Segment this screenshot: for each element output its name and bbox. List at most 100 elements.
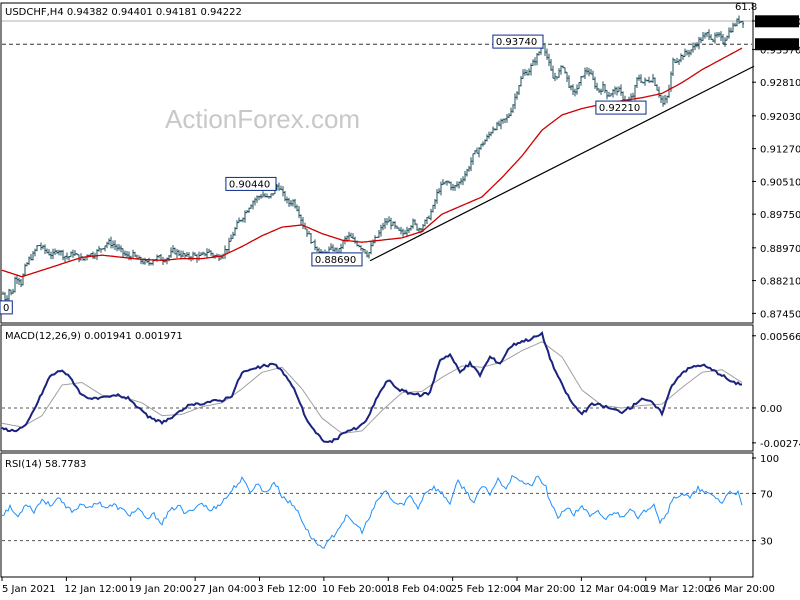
price-bar — [26, 262, 28, 267]
price-bar — [714, 32, 716, 44]
price-bar — [688, 49, 690, 58]
price-bar — [464, 171, 466, 182]
price-bar — [382, 222, 384, 231]
price-bar — [406, 226, 408, 236]
time-tick-label: 18 Feb 04:00 — [386, 584, 452, 595]
macd-lines — [1, 330, 743, 444]
price-bar — [68, 256, 70, 261]
price-bar — [234, 226, 236, 236]
price-bar — [114, 240, 116, 251]
price-bar — [16, 274, 18, 284]
price-bar — [538, 51, 540, 56]
rsi-panel: RSI(14) 58.7783 100 70 30 — [0, 452, 779, 578]
price-bar — [360, 245, 362, 251]
price-bar — [506, 113, 508, 123]
price-bar — [282, 186, 284, 197]
price-bar — [548, 53, 550, 67]
price-bar — [170, 247, 172, 258]
price-bar — [618, 86, 620, 93]
price-bar — [702, 31, 704, 41]
price-bar — [438, 188, 440, 194]
price-panel: USDCHF,H4 0.94382 0.94401 0.94181 0.9422… — [0, 2, 800, 324]
price-label-text: 0.94222 — [758, 17, 799, 28]
price-bar — [424, 219, 426, 227]
price-bar — [408, 227, 410, 233]
price-bar — [128, 251, 130, 261]
price-bar — [484, 139, 486, 145]
price-bar — [462, 176, 464, 186]
price-bar — [588, 67, 590, 77]
rsi-tick-label: 30 — [760, 537, 773, 548]
price-bar — [350, 232, 352, 238]
price-bar — [646, 79, 648, 82]
price-bar — [582, 75, 584, 78]
price-bar — [376, 236, 378, 239]
price-bar — [124, 250, 126, 257]
macd-tick-label: 0.00 — [760, 404, 782, 415]
price-bar — [454, 185, 456, 191]
price-annotations: 0.90440 0.88690 0.93740 0.92210 0 — [0, 34, 647, 315]
price-bar — [120, 245, 122, 253]
price-bar — [260, 194, 262, 199]
price-bar — [458, 181, 460, 189]
price-bar — [140, 256, 142, 265]
price-bar — [166, 257, 168, 265]
price-bar — [586, 67, 588, 75]
macd-panel-header: MACD(12,26,9) 0.001941 0.001971 — [5, 331, 183, 342]
price-bar — [672, 57, 674, 77]
price-bar — [416, 223, 418, 231]
rsi-axis-ticks: 100 70 30 — [752, 454, 779, 548]
price-bar — [38, 244, 40, 247]
price-bar — [118, 244, 120, 251]
price-bar — [2, 291, 4, 295]
time-tick-label: 5 Jan 2021 — [2, 584, 56, 595]
price-bar — [238, 217, 240, 224]
price-bar — [228, 237, 230, 253]
price-bar — [500, 118, 502, 130]
price-bar — [532, 59, 534, 66]
price-bar — [470, 157, 472, 172]
price-bar — [556, 76, 558, 80]
price-bar — [594, 76, 596, 89]
price-bar — [590, 68, 592, 75]
price-bar — [340, 243, 342, 253]
price-bar — [486, 134, 488, 142]
price-bar — [330, 243, 332, 251]
price-bar — [476, 147, 478, 154]
annotation-box — [0, 300, 13, 315]
macd-tick-label: -0.002741 — [760, 439, 800, 450]
price-bar — [242, 217, 244, 223]
macd-tick-label: 0.005666 — [760, 332, 800, 343]
price-bar — [210, 250, 212, 256]
price-bar — [524, 68, 526, 76]
price-bar — [584, 67, 586, 80]
price-bar — [410, 225, 412, 231]
price-bar — [426, 216, 428, 224]
time-tick-label: 25 Feb 12:00 — [451, 584, 517, 595]
price-bar — [102, 248, 104, 250]
fib-level-label: 61.8 — [735, 2, 757, 13]
rsi-panel-header: RSI(14) 58.7783 — [5, 459, 86, 470]
price-panel-frame — [0, 2, 754, 324]
price-bar — [236, 220, 238, 230]
price-bar — [12, 288, 14, 294]
price-bar — [662, 95, 664, 107]
price-label-bg — [755, 38, 799, 51]
price-tick-label: 0.87450 — [760, 309, 800, 320]
price-bar — [220, 254, 222, 260]
price-bar — [724, 37, 726, 47]
price-bar — [298, 206, 300, 219]
price-bar — [404, 229, 406, 235]
price-bar — [480, 143, 482, 150]
price-bar — [534, 57, 536, 66]
price-bar — [504, 118, 506, 124]
price-bar — [352, 233, 354, 240]
price-bar — [306, 228, 308, 237]
price-bar — [314, 239, 316, 251]
price-bar — [706, 31, 708, 38]
price-bar — [88, 254, 90, 257]
price-bar — [290, 199, 292, 207]
price-bar — [296, 204, 298, 212]
price-bar — [374, 235, 376, 244]
annotation-label: 0.88690 — [315, 255, 356, 266]
